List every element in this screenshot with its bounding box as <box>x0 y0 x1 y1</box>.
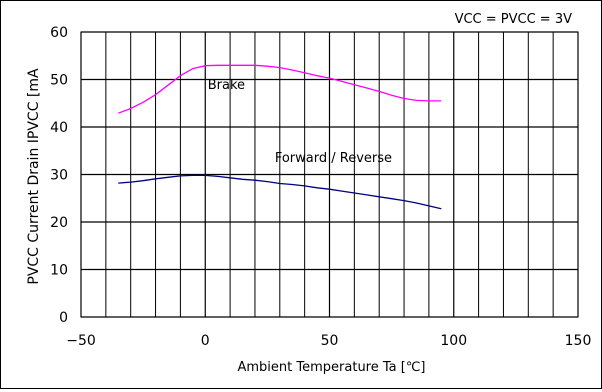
x-tick-label: −50 <box>66 333 96 349</box>
series-label-brake: Brake <box>208 78 245 93</box>
series-line-forward-reverse <box>118 174 442 210</box>
x-tick-label: 100 <box>440 333 467 349</box>
y-tick-label: 40 <box>50 120 68 136</box>
x-tick-label: 150 <box>565 333 592 349</box>
y-tick-label: 30 <box>50 168 68 184</box>
y-tick-label: 20 <box>50 215 68 231</box>
y-axis-label: PVCC Current Drain IPVCC [mA <box>26 68 42 285</box>
series-layer <box>118 64 442 210</box>
series-line-brake <box>118 64 442 114</box>
plot-border <box>80 31 579 318</box>
x-axis-label: Ambient Temperature Ta [℃] <box>238 360 426 375</box>
y-tick-label: 10 <box>50 263 68 279</box>
condition-label: VCC = PVCC = 3V <box>455 12 573 27</box>
x-tick-label: 50 <box>321 333 339 349</box>
y-tick-label: 0 <box>59 310 68 326</box>
tick-labels: −50 0 50 100 150 0 10 20 30 40 50 60 <box>50 25 591 349</box>
y-tick-label: 60 <box>50 25 68 41</box>
y-tick-label: 50 <box>50 73 68 89</box>
series-label-forward-reverse: Forward / Reverse <box>275 151 392 166</box>
x-tick-label: 0 <box>201 333 210 349</box>
